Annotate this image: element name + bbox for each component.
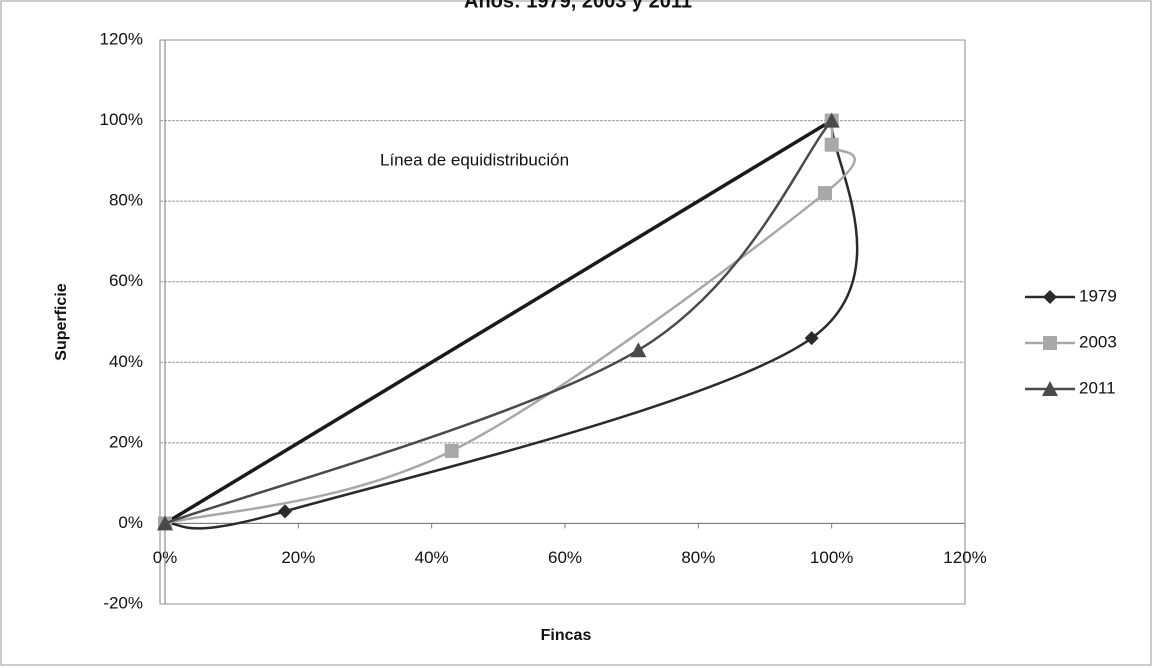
marker [824, 137, 839, 152]
legend-label: 2003 [1079, 332, 1117, 351]
y-tick-label: 120% [100, 29, 143, 48]
x-axis-title: Fincas [541, 627, 592, 644]
x-tick-label: 100% [810, 548, 853, 567]
x-tick-label: 80% [681, 548, 715, 567]
chart-title: Años: 1979, 2003 y 2011 [464, 0, 692, 12]
series-line [164, 120, 859, 530]
x-tick-label: 40% [415, 548, 449, 567]
y-tick-label: 40% [109, 352, 143, 371]
x-tick-label: 120% [943, 548, 986, 567]
marker [804, 331, 819, 346]
y-axis-title: Superficie [53, 283, 70, 360]
marker [823, 112, 840, 128]
legend-label: 1979 [1079, 286, 1117, 305]
y-tick-label: 60% [109, 271, 143, 290]
marker [630, 342, 647, 358]
series-line [164, 119, 833, 525]
y-tick-label: -20% [103, 593, 143, 612]
equidistribution-line [164, 119, 833, 525]
legend-label: 2011 [1079, 378, 1116, 397]
legend-marker [1042, 381, 1058, 396]
y-tick-label: 0% [118, 513, 143, 532]
y-tick-label: 20% [109, 432, 143, 451]
legend-marker [1043, 290, 1057, 304]
x-tick-label: 20% [281, 548, 315, 567]
y-tick-label: 100% [100, 110, 143, 129]
x-tick-label: 60% [548, 548, 582, 567]
marker [818, 186, 832, 201]
marker [444, 443, 459, 458]
legend-marker [1043, 336, 1057, 350]
y-tick-label: 80% [109, 191, 143, 210]
marker [278, 504, 292, 519]
marker [157, 515, 173, 531]
annotation: Línea de equidistribución [380, 150, 569, 169]
